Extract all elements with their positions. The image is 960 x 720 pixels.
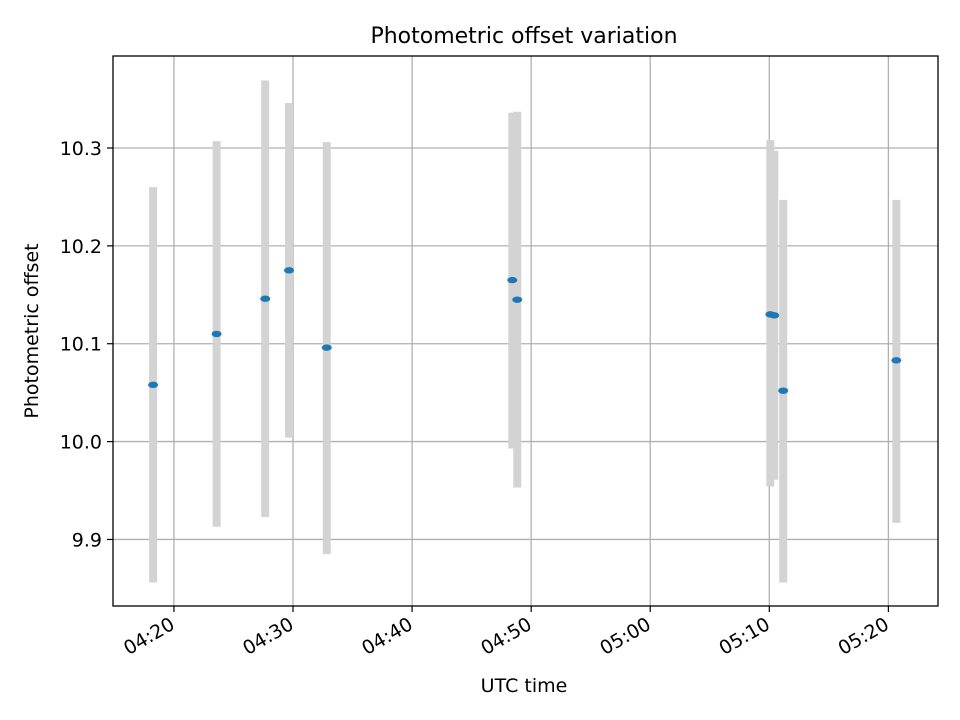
y-axis-label: Photometric offset [21, 243, 43, 418]
plot-frame [112, 55, 939, 607]
data-point [211, 330, 222, 338]
y-axis-ticks: 9.9 10.0 10.1 10.2 10.3 [60, 138, 113, 551]
data-point [778, 387, 789, 394]
y-tick-label: 10.2 [60, 236, 102, 258]
x-tick-label: 05:00 [596, 613, 654, 659]
data-point [769, 312, 780, 319]
grid [113, 56, 938, 606]
data-point [512, 296, 523, 303]
x-tick-label: 05:20 [834, 613, 892, 659]
data-point [260, 295, 271, 302]
y-tick-label: 9.9 [72, 529, 102, 551]
data-point [507, 276, 518, 284]
chart-title: Photometric offset variation [370, 24, 677, 49]
error-bars [149, 80, 901, 583]
data-points [148, 267, 902, 394]
x-tick-label: 05:10 [715, 613, 773, 659]
data-point [891, 357, 902, 364]
x-axis-ticks: 04:20 04:30 04:40 04:50 05:00 05:10 05:20 [120, 606, 893, 660]
x-tick-label: 04:30 [239, 613, 297, 659]
x-axis-label: UTC time [481, 675, 568, 697]
data-point [284, 267, 295, 274]
y-tick-label: 10.1 [60, 334, 102, 356]
x-tick-label: 04:20 [120, 613, 178, 659]
data-point [148, 381, 159, 389]
data-point [321, 344, 332, 351]
y-tick-label: 10.0 [60, 432, 102, 454]
x-tick-label: 04:50 [477, 613, 535, 659]
y-tick-label: 10.3 [60, 138, 102, 160]
x-tick-label: 04:40 [358, 613, 416, 659]
